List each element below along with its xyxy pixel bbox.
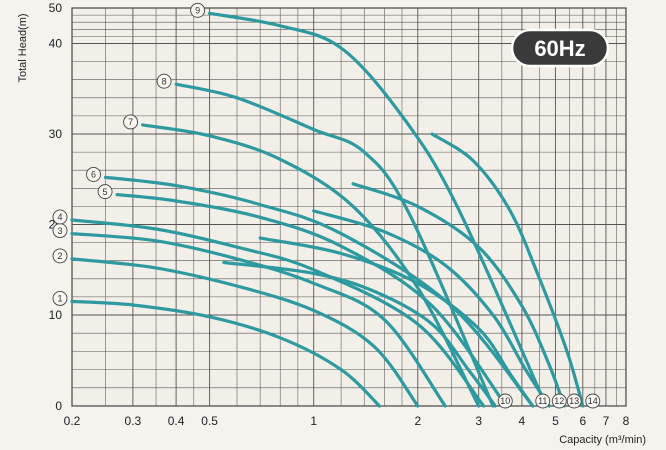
curve-14 [430,132,585,408]
curve-label-9: 9 [190,2,206,18]
curve-label-3: 3 [52,223,68,239]
curve-label-text: 7 [128,117,133,127]
curve-9 [208,11,548,408]
curve-label-8: 8 [156,73,172,89]
curve-10 [222,260,497,408]
x-tick-label: 7 [603,414,610,428]
curve-label-text: 2 [57,251,62,261]
curve-6 [103,175,535,408]
curve-label-text: 14 [588,396,598,406]
curve-label-text: 5 [103,187,108,197]
curve-7 [141,123,481,408]
frequency-badge-text: 60Hz [534,36,585,61]
curve-label-text: 3 [57,226,62,236]
curve-label-text: 10 [500,396,510,406]
x-tick-label: 0.2 [64,414,81,428]
curve-label-text: 4 [57,212,62,222]
y-tick-label: 40 [49,37,63,51]
y-tick-label: 50 [49,1,63,15]
x-axis-label: Capacity (m³/min) [559,434,646,446]
curve-label-2: 2 [52,248,68,264]
curve-label-11: 11 [535,393,551,409]
curve-label-text: 6 [91,170,96,180]
curve-3 [70,232,447,408]
x-tick-label: 0.4 [168,414,185,428]
x-tick-label: 3 [475,414,482,428]
y-tick-label: 0 [55,399,62,413]
curve-label-13: 13 [566,393,582,409]
curve-12 [312,209,551,408]
curve-label-4: 4 [52,209,68,225]
x-tick-label: 0.3 [125,414,142,428]
curve-2 [70,257,420,408]
curve-5 [115,193,508,408]
curve-label-6: 6 [86,166,101,182]
curve-8 [174,82,495,408]
curve-label-text: 11 [538,396,547,406]
grid-lines [72,8,626,406]
curve-label-text: 8 [162,76,167,86]
y-axis-label: Total Head(m) [17,13,29,82]
curve-label-14: 14 [585,393,601,409]
x-tick-label: 4 [519,414,526,428]
x-tick-labels: 0.2 0.3 0.4 0.5 1 2 3 4 5 6 7 8 [64,414,630,428]
curve-4 [70,218,486,408]
curve-label-text: 9 [195,6,200,16]
x-tick-label: 8 [623,414,630,428]
curve-label-12: 12 [551,393,567,409]
x-tick-label: 1 [310,414,317,428]
frequency-badge: 60Hz [510,28,610,68]
y-tick-label: 10 [49,308,63,322]
curve-13 [351,182,566,408]
curve-11 [258,236,535,408]
curve-label-text: 12 [554,396,564,406]
x-tick-label: 5 [552,414,559,428]
x-tick-label: 2 [414,414,421,428]
x-tick-label: 0.5 [201,414,218,428]
curve-series [70,11,585,408]
curve-label-text: 13 [569,396,579,406]
curve-label-1: 1 [52,290,68,306]
curve-label-10: 10 [497,393,513,409]
y-tick-label: 30 [49,127,63,141]
x-tick-label: 6 [579,414,586,428]
curve-label-text: 1 [57,294,62,304]
curve-1 [70,299,382,408]
curve-label-5: 5 [97,184,113,200]
curve-label-7: 7 [123,114,139,130]
